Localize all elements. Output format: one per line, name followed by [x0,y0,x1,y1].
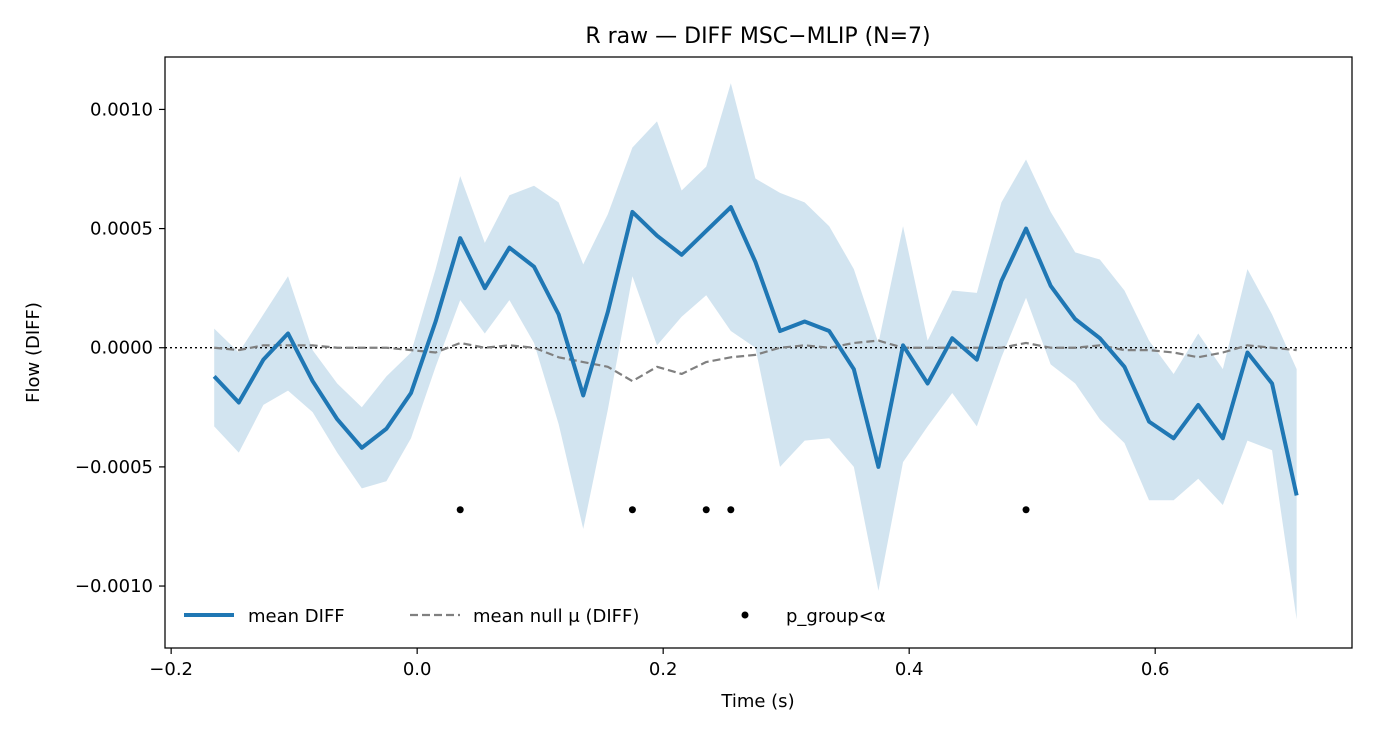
y-axis-ticks: −0.0010 −0.0005 0.0000 0.0005 0.0010 [75,99,165,597]
significance-point [727,506,735,514]
series-layer [212,205,1299,496]
y-tick-label: −0.0005 [75,457,153,478]
legend-label-null-mean: mean null μ (DIFF) [473,606,639,627]
series-line-mean-diff [212,205,1299,496]
significance-point [702,506,710,514]
x-tick-label: 0.2 [649,659,678,680]
y-tick-label: 0.0005 [90,219,153,240]
legend-label-mean-diff: mean DIFF [248,606,345,627]
plot-frame [164,56,1353,649]
x-tick-label: −0.2 [149,659,193,680]
significance-point [628,506,636,514]
y-axis-title: Flow (DIFF) [23,302,44,403]
y-tick-label: 0.0010 [90,99,153,120]
confidence-band-layer [214,83,1297,620]
x-axis-title: Time (s) [720,691,794,712]
significance-markers [456,506,1030,514]
series-line-null-mean [214,339,1297,383]
y-tick-label: −0.0010 [75,576,153,597]
x-tick-label: 0.4 [895,659,924,680]
x-axis-ticks: −0.2 0.0 0.2 0.4 0.6 [149,648,1170,680]
chart-title: R raw — DIFF MSC−MLIP (N=7) [585,24,930,49]
legend-label-significant: p_group<α [786,606,886,627]
legend: mean DIFF mean null μ (DIFF) p_group<α [184,606,886,627]
confidence-band [214,83,1297,620]
significance-point [1022,506,1030,514]
significance-point [456,506,464,514]
legend-swatch-significant [741,611,749,619]
y-tick-label: 0.0000 [90,338,153,359]
x-tick-label: 0.6 [1141,659,1170,680]
x-tick-label: 0.0 [403,659,432,680]
